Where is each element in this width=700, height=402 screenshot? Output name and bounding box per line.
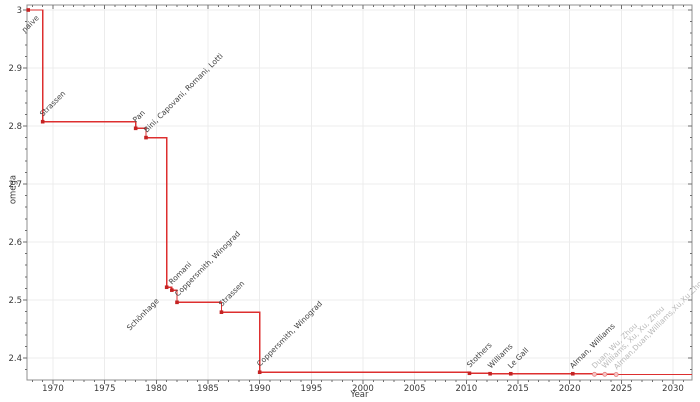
- x-tick-label: 1985: [197, 384, 219, 394]
- data-point-marker: [592, 371, 597, 377]
- complexity-step-line: [27, 9, 692, 376]
- data-point-marker: [133, 126, 138, 131]
- x-tick-label: 2020: [559, 384, 581, 394]
- data-point-marker: [570, 371, 575, 376]
- data-point-marker: [257, 370, 262, 375]
- x-tick-label: 1975: [94, 384, 116, 394]
- data-point-marker: [488, 371, 492, 376]
- x-tick-label: 1980: [146, 384, 168, 394]
- x-tick-label: 2015: [507, 384, 529, 394]
- data-point-marker: [467, 371, 472, 376]
- data-point-marker: [144, 135, 148, 140]
- y-tick-label: 2.6: [8, 238, 22, 248]
- data-point-marker: [508, 371, 513, 376]
- gridlines: [27, 5, 692, 380]
- x-tick-label: 2000: [352, 384, 374, 394]
- tick-labels: 1970 1975 1980 1985 1990 1995 2000 2005 2010 2015…: [8, 6, 683, 394]
- axis-ticks: [23, 5, 692, 384]
- data-point-marker: [602, 371, 608, 377]
- data-point-marker: [170, 288, 174, 292]
- x-tick-label: 1995: [301, 384, 323, 394]
- data-point-marker: [219, 310, 224, 314]
- plot-frame: [26, 4, 693, 381]
- x-tick-label: 1970: [42, 384, 64, 394]
- x-tick-label: 2030: [662, 384, 684, 394]
- y-tick-label: 2.8: [8, 122, 22, 132]
- y-tick-label: 2.9: [8, 64, 22, 74]
- x-tick-label: 2010: [456, 384, 478, 394]
- y-tick-label: 3: [17, 6, 22, 16]
- x-tick-label: 2025: [611, 384, 633, 394]
- y-tick-label: 2.4: [8, 354, 22, 364]
- y-tick-label: 2.5: [8, 296, 22, 306]
- y-axis-title: omega: [8, 174, 19, 205]
- data-point-markers: [26, 8, 619, 377]
- data-point-marker: [164, 285, 169, 290]
- data-point-marker: [26, 8, 30, 12]
- data-point-marker: [613, 372, 619, 377]
- x-tick-label: 2005: [404, 384, 426, 394]
- data-point-marker: [175, 300, 179, 305]
- x-tick-label: 1990: [249, 384, 271, 394]
- data-point-marker: [40, 119, 45, 124]
- x-axis-title: Year: [350, 390, 369, 400]
- y-tick-label: 2.7: [8, 180, 22, 190]
